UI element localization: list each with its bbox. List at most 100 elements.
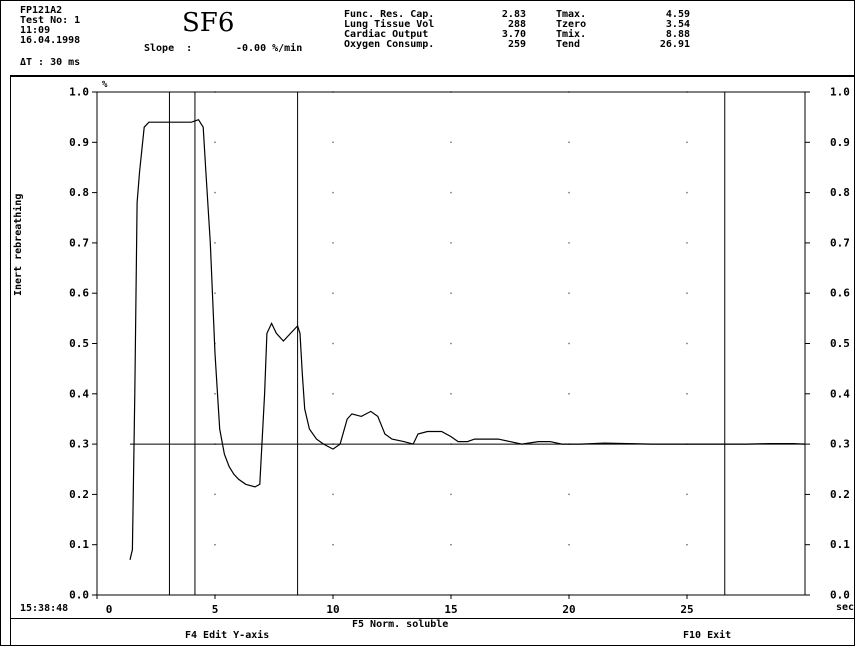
test-number: Test No: 1	[20, 15, 81, 26]
y-tick-label-right: 0.0	[830, 589, 850, 602]
grid-dot	[686, 393, 688, 395]
grid-dot	[686, 493, 688, 496]
param-label-3: Oxygen Consump.	[344, 39, 435, 50]
grid-dot	[450, 242, 452, 244]
grid-dot	[450, 544, 452, 546]
y-tick-label-right: 0.8	[830, 186, 850, 199]
slope-value: -0.00 %/min	[236, 43, 303, 54]
grid-dot	[686, 544, 688, 546]
grid-dot	[332, 393, 334, 395]
grid-dot	[332, 191, 334, 194]
f10-exit[interactable]: F10 Exit	[683, 630, 732, 641]
x-tick-label: 0	[106, 603, 113, 616]
grid-dot	[450, 493, 452, 496]
y-tick-label: 0.5	[69, 337, 89, 350]
time-markers	[168, 92, 726, 595]
series	[129, 118, 806, 560]
y-tick-label: 0.1	[69, 538, 89, 551]
axes	[92, 91, 810, 599]
y-tick-label: 0.6	[69, 287, 89, 300]
grid-dot	[568, 544, 570, 546]
grid-dot	[450, 141, 452, 143]
grid-dot	[450, 292, 452, 294]
time-value-1: 3.54	[665, 19, 690, 30]
y-tick-label: 0.7	[69, 236, 89, 249]
grid-dot	[568, 493, 570, 496]
y-tick-label-right: 0.6	[830, 287, 850, 300]
time-value-2: 8.88	[665, 29, 690, 40]
grid-dot	[214, 292, 216, 294]
grid-dot	[332, 544, 334, 546]
grid-dot	[214, 191, 216, 194]
clock: 15:38:48	[20, 603, 69, 614]
left-border	[10, 75, 11, 646]
grid-dot	[332, 242, 334, 244]
y-tick-label-right: 1.0	[830, 86, 850, 99]
grid-dot	[568, 393, 570, 395]
grid-dot	[332, 292, 334, 294]
grid-dot	[214, 393, 216, 395]
grid-dot	[568, 191, 570, 194]
grid-dot	[686, 342, 688, 345]
y-tick-label-right: 0.2	[830, 488, 850, 501]
x-tick-label: 15	[444, 603, 457, 616]
param-value-1: 288	[507, 19, 526, 30]
y-tick-label: 0.3	[69, 438, 89, 451]
grid-dot	[686, 292, 688, 294]
test-date: 16.04.1998	[20, 35, 81, 46]
x-axis-unit: sec	[836, 602, 855, 613]
time-value-3: 26.91	[659, 39, 690, 50]
y-tick-label: 0.2	[69, 488, 89, 501]
file-id: FP121A2	[20, 5, 63, 16]
param-label-2: Cardiac Output	[344, 29, 429, 40]
slope-label: Slope :	[144, 43, 193, 54]
y-tick-label-right: 0.3	[830, 438, 850, 451]
x-tick-label: 5	[212, 603, 219, 616]
grid-dot	[686, 242, 688, 244]
grid-dot	[332, 342, 334, 345]
grid-dot	[568, 141, 570, 143]
rebreathing-curve	[129, 118, 806, 560]
grid-dot	[214, 242, 216, 244]
x-tick-label: 10	[326, 603, 339, 616]
time-value-0: 4.59	[665, 9, 690, 20]
f5-norm-soluble[interactable]: F5 Norm. soluble	[352, 619, 449, 630]
time-label-0: Tmax.	[556, 9, 587, 20]
f4-edit-y-axis[interactable]: F4 Edit Y-axis	[185, 630, 270, 641]
grid-dot	[686, 141, 688, 143]
y-tick-label: 0.4	[69, 387, 89, 400]
grid-dot	[450, 342, 452, 345]
y-unit-label: %	[102, 80, 108, 90]
grid-dot	[568, 342, 570, 345]
param-label-0: Func. Res. Cap.	[344, 9, 435, 20]
y-tick-label: 0.8	[69, 186, 89, 199]
y-tick-label-right: 0.1	[830, 538, 850, 551]
y-tick-label: 0.0	[69, 589, 89, 602]
delta-t: ΔT : 30 ms	[20, 57, 81, 68]
grid-dot	[332, 493, 334, 496]
y-tick-label-right: 0.9	[830, 136, 850, 149]
y-tick-label-right: 0.5	[830, 337, 850, 350]
time-label-1: Tzero	[556, 19, 587, 30]
time-label-3: Tend	[556, 39, 581, 50]
x-tick-label: 20	[562, 603, 575, 616]
header-divider	[10, 75, 855, 77]
y-tick-label: 0.9	[69, 136, 89, 149]
grid-dot	[214, 141, 216, 143]
grid-dot	[686, 191, 688, 194]
header-panel: FP121A2 Test No: 1 11:09 16.04.1998 ΔT :…	[0, 0, 855, 75]
test-time: 11:09	[20, 25, 51, 36]
grid-dot	[450, 191, 452, 194]
y-tick-label-right: 0.4	[830, 387, 850, 400]
grid-dot	[568, 292, 570, 294]
gas-title: SF6	[182, 8, 235, 38]
y-axis-title: Inert rebreathing	[13, 193, 24, 296]
y-tick-label: 1.0	[69, 86, 89, 99]
param-value-3: 259	[507, 39, 526, 50]
grid-dot	[568, 242, 570, 244]
x-tick-label: 25	[680, 603, 693, 616]
grid-dot	[214, 544, 216, 546]
time-label-2: Tmix.	[556, 29, 587, 40]
grid-dot	[332, 141, 334, 143]
param-value-2: 3.70	[501, 29, 526, 40]
